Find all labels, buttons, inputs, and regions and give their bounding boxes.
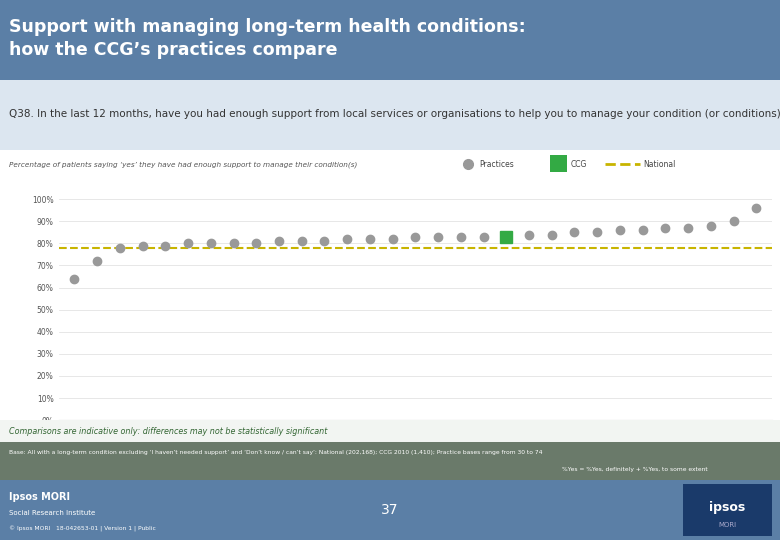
Text: Q38. In the last 12 months, have you had enough support from local services or o: Q38. In the last 12 months, have you had…: [9, 109, 780, 119]
Text: MORI: MORI: [718, 522, 736, 529]
Text: Practices: Practices: [480, 160, 515, 170]
Text: Base: All with a long-term condition excluding ‘I haven’t needed support’ and ‘D: Base: All with a long-term condition exc…: [9, 450, 543, 455]
Text: %Yes = %Yes, definitely + %Yes, to some extent: %Yes = %Yes, definitely + %Yes, to some …: [562, 467, 707, 472]
Text: Percentage of patients saying ‘yes’ they have had enough support to manage their: Percentage of patients saying ‘yes’ they…: [9, 161, 358, 168]
Text: Support with managing long-term health conditions:
how the CCG’s practices compa: Support with managing long-term health c…: [9, 18, 526, 59]
Text: © Ipsos MORI   18-042653-01 | Version 1 | Public: © Ipsos MORI 18-042653-01 | Version 1 | …: [9, 526, 156, 532]
Text: 37: 37: [381, 503, 399, 517]
Text: Comparisons are indicative only: differences may not be statistically significan: Comparisons are indicative only: differe…: [9, 427, 328, 436]
Text: Ipsos MORI: Ipsos MORI: [9, 492, 70, 502]
Text: National: National: [644, 160, 676, 170]
Text: CCG: CCG: [571, 160, 587, 170]
Bar: [550, 155, 567, 172]
Text: Social Research Institute: Social Research Institute: [9, 510, 96, 516]
Text: ipsos: ipsos: [709, 501, 746, 514]
